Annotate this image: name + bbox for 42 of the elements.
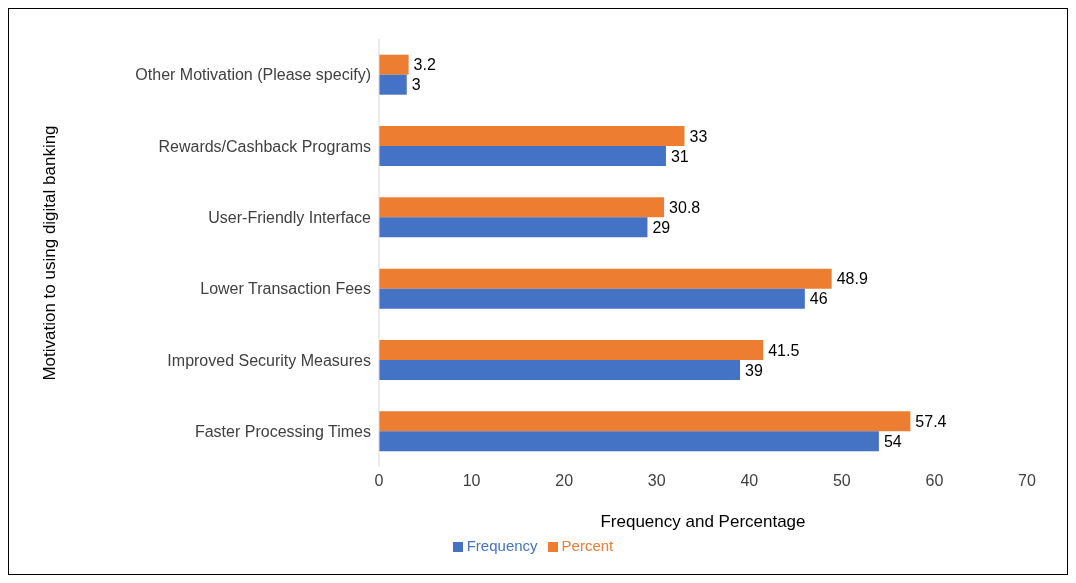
x-tick-label: 20 (555, 472, 574, 490)
legend-label: Frequency (466, 537, 538, 554)
x-tick-label: 40 (740, 472, 759, 490)
data-label: 39 (745, 361, 763, 379)
data-label: 54 (883, 433, 902, 451)
x-tick-label: 50 (832, 472, 851, 490)
bar (379, 360, 741, 381)
data-label: 33 (689, 127, 708, 145)
x-tick-label: 10 (462, 472, 481, 490)
x-tick-label: 60 (925, 472, 944, 490)
bar (379, 288, 805, 309)
x-tick-label: 70 (1018, 472, 1036, 490)
y-tick-label: Other Motivation (Please specify) (135, 66, 371, 84)
legend-label: Percent (561, 537, 614, 554)
data-label: 46 (809, 290, 828, 308)
data-label: 41.5 (768, 341, 800, 359)
x-tick-label: 30 (647, 472, 666, 490)
data-label: 30.8 (669, 199, 701, 217)
y-tick-label: Improved Security Measures (167, 351, 371, 369)
y-tick-label: User-Friendly Interface (208, 209, 372, 227)
y-tick-label: Faster Processing Times (194, 423, 371, 441)
bar (379, 146, 666, 167)
bar (379, 340, 764, 361)
data-label: 48.9 (836, 270, 868, 288)
bar (379, 126, 685, 147)
bar (379, 197, 665, 218)
y-tick-label: Rewards/Cashback Programs (158, 137, 371, 155)
data-label: 3 (411, 76, 421, 94)
x-axis-title: Frequency and Percentage (600, 512, 806, 531)
data-label: 29 (652, 219, 671, 237)
bar (379, 217, 648, 238)
data-label: 31 (670, 147, 689, 165)
x-tick-label: 0 (374, 472, 384, 490)
data-label: 57.4 (915, 413, 947, 431)
bar (379, 431, 879, 452)
data-label: 3.2 (413, 56, 436, 74)
bar (379, 268, 832, 289)
bar (379, 411, 911, 432)
bar (379, 54, 409, 75)
bar (379, 74, 407, 95)
y-axis-title: Motivation to using digital banking (40, 125, 60, 381)
y-tick-label: Lower Transaction Fees (200, 280, 371, 298)
